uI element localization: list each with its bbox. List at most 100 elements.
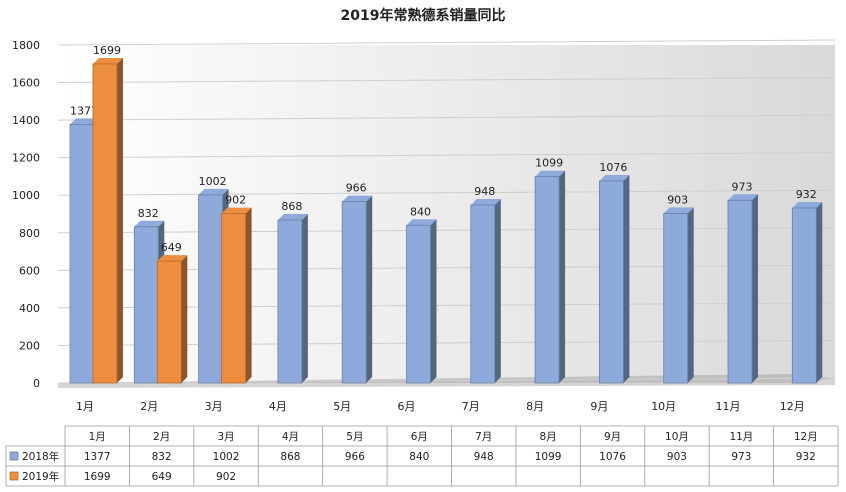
bar-2018 [470,198,501,384]
bar-top [70,118,100,125]
bar-2018 [599,174,630,384]
floor-edge [58,378,835,388]
table-cell: 1699 [84,471,111,483]
table-cell: 840 [409,451,429,463]
x-tick-label: 4月 [269,400,287,413]
bar-top [221,207,252,214]
bar-top [470,198,501,205]
bar-2018 [791,201,823,384]
gridline [57,77,836,84]
bar-side [366,195,373,383]
bar-top [599,174,630,181]
table-cell: 902 [216,471,236,483]
legend-label: 2018年 [22,450,59,463]
table-header-cell: 7月 [475,431,492,443]
bar-2018 [341,195,373,384]
data-label: 966 [346,182,367,195]
data-label: 868 [281,200,302,213]
gridline [57,189,836,196]
gridline [57,264,836,271]
table-cell: 1099 [535,451,562,463]
data-label: 1099 [535,157,563,170]
bar-2018 [727,194,759,384]
chart-title: 2019年常熟德系销量同比 [341,7,506,24]
data-label: 832 [138,207,159,220]
y-tick-label: 600 [19,264,40,277]
table-cell: 649 [152,471,172,483]
data-label: 1699 [93,44,121,57]
table-cell: 948 [474,451,494,463]
bar-2018 [277,214,308,384]
table-header-cell: 2月 [153,431,170,443]
data-label: 649 [161,241,182,254]
gridline [57,39,836,46]
x-tick-label: 5月 [333,400,351,413]
gridline [57,377,836,384]
bar-front [599,180,624,384]
gridline [57,114,836,121]
y-tick-label: 400 [19,302,40,315]
bar-front [534,176,560,384]
bar-2019 [92,57,124,384]
bar-top [134,220,165,227]
legend-label: 2019年 [22,470,59,483]
x-tick-label: 6月 [398,400,416,413]
gridline [57,227,836,234]
bar-side [816,201,823,383]
bar-top [277,214,308,221]
table-cell: 973 [731,451,751,463]
table-cell: 932 [796,451,816,463]
bar-front [156,260,182,384]
bar-front [791,207,817,384]
table-cell: 1076 [599,451,626,463]
table-cell: 832 [152,451,172,463]
bar-front [406,224,431,384]
table-header-cell: 3月 [217,431,234,443]
table-header-cell: 6月 [411,431,428,443]
table-header-cell: 5月 [346,431,363,443]
bar-2019 [156,255,188,384]
bar-front [92,63,118,384]
data-label: 840 [410,205,431,218]
data-label: 948 [474,185,495,198]
y-tick-label: 1400 [12,114,40,127]
x-tick-label: 3月 [205,400,223,413]
y-tick-label: 800 [19,227,40,240]
bar-top [406,219,437,226]
bar-2018 [663,207,694,384]
bar-front [69,124,95,384]
data-label: 932 [796,188,817,201]
bar-2019 [221,207,252,384]
bar-front [341,201,367,384]
bar-front [198,194,224,384]
table-cell: 903 [667,451,687,463]
gridline [57,152,836,159]
bar-side [301,214,308,383]
y-tick-label: 0 [33,377,40,390]
table-header-cell: 8月 [540,431,557,443]
y-tick-label: 1200 [12,152,40,165]
x-tick-label: 7月 [462,400,480,413]
data-label: 903 [667,193,688,206]
y-tick-label: 1800 [12,39,40,52]
x-tick-label: 9月 [590,400,608,413]
bar-front [663,213,689,384]
legend-swatch [9,451,19,461]
bar-2018 [406,219,437,384]
table-cell: 1377 [84,451,111,463]
bar-top [93,57,123,64]
y-tick-label: 1600 [12,77,40,90]
table-cell: 966 [345,451,365,463]
data-label: 973 [732,180,753,193]
x-tick-label: 1月 [76,400,94,413]
legend-swatch [9,471,19,481]
bar-top [792,201,823,208]
data-label: 902 [225,194,246,207]
bar-side [623,174,630,383]
bar-side [687,207,694,383]
bar-front [470,204,496,384]
bar-side [181,255,188,383]
y-tick-label: 1000 [12,189,40,202]
y-tick-label: 200 [19,339,40,352]
